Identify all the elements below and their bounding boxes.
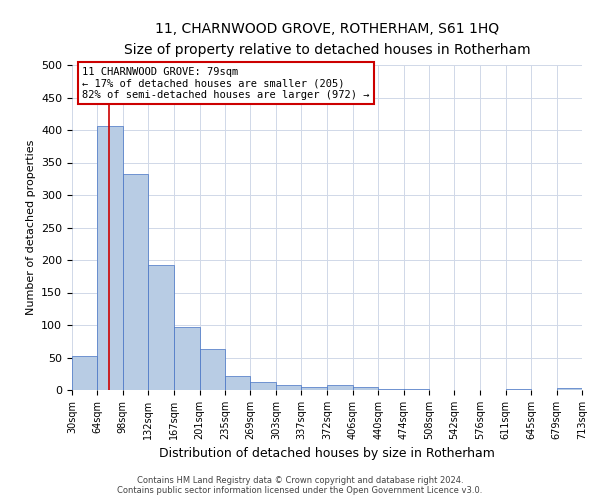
Text: 11 CHARNWOOD GROVE: 79sqm
← 17% of detached houses are smaller (205)
82% of semi: 11 CHARNWOOD GROVE: 79sqm ← 17% of detac… bbox=[82, 66, 370, 100]
Bar bbox=[301, 388, 328, 390]
Title: 11, CHARNWOOD GROVE, ROTHERHAM, S61 1HQ
Size of property relative to detached ho: 11, CHARNWOOD GROVE, ROTHERHAM, S61 1HQ … bbox=[124, 22, 530, 57]
Text: Contains HM Land Registry data © Crown copyright and database right 2024.
Contai: Contains HM Land Registry data © Crown c… bbox=[118, 476, 482, 495]
Bar bbox=[353, 387, 378, 390]
Bar bbox=[506, 388, 531, 390]
Bar bbox=[174, 327, 200, 390]
Bar bbox=[557, 388, 582, 390]
Bar bbox=[97, 126, 123, 390]
Bar bbox=[250, 382, 276, 390]
Bar bbox=[200, 349, 225, 390]
Bar bbox=[225, 376, 250, 390]
X-axis label: Distribution of detached houses by size in Rotherham: Distribution of detached houses by size … bbox=[159, 448, 495, 460]
Bar bbox=[123, 174, 148, 390]
Bar bbox=[276, 385, 301, 390]
Bar bbox=[148, 264, 174, 390]
Y-axis label: Number of detached properties: Number of detached properties bbox=[26, 140, 35, 315]
Bar bbox=[378, 388, 404, 390]
Bar bbox=[72, 356, 97, 390]
Bar bbox=[328, 386, 353, 390]
